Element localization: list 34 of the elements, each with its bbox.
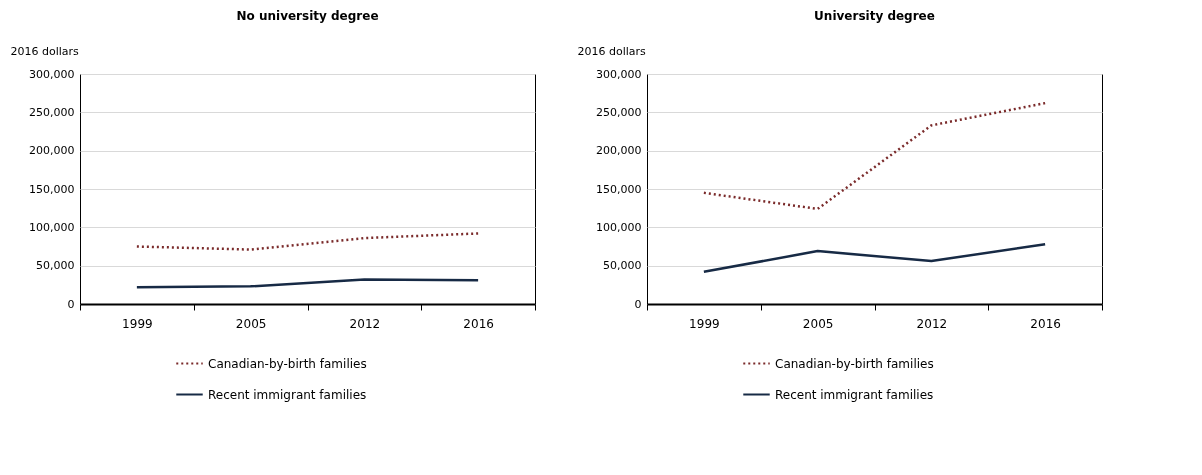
x-tick-label: 1999: [122, 316, 153, 331]
y-tick-label: 200,000: [596, 144, 642, 158]
y-tick-label: 100,000: [29, 220, 75, 234]
x-tick-label: 2016: [463, 316, 494, 331]
legend-label: Recent immigrant families: [775, 387, 934, 402]
chart-title: University degree: [814, 9, 935, 23]
y-tick-label: 50,000: [36, 259, 75, 273]
chart-title: No university degree: [236, 9, 379, 23]
line-series: [702, 101, 1047, 211]
y-tick-label: 200,000: [29, 144, 75, 158]
y-tick-label: 0: [634, 297, 642, 311]
y-axis-title: 2016 dollars: [10, 44, 80, 58]
legend-label: Canadian-by-birth families: [208, 356, 367, 371]
legend-label: Canadian-by-birth families: [775, 356, 934, 371]
y-tick-label: 250,000: [29, 105, 75, 119]
y-axis-title: 2016 dollars: [577, 44, 647, 58]
line-series: [702, 242, 1047, 274]
line-series: [135, 232, 480, 251]
y-tick-label: 300,000: [29, 67, 75, 81]
x-tick-label: 2016: [1030, 316, 1061, 331]
y-tick-label: 100,000: [596, 220, 642, 234]
y-tick-label: 150,000: [596, 182, 642, 196]
y-tick-label: 50,000: [603, 259, 642, 273]
x-tick-label: 2012: [916, 316, 948, 331]
y-tick-label: 300,000: [596, 67, 642, 81]
y-tick-label: 0: [67, 297, 75, 311]
y-tick-label: 250,000: [596, 105, 642, 119]
legend-label: Recent immigrant families: [208, 387, 367, 402]
x-tick-label: 2012: [349, 316, 381, 331]
x-tick-label: 1999: [689, 316, 720, 331]
y-tick-label: 150,000: [29, 182, 75, 196]
x-tick-label: 2005: [235, 316, 267, 331]
x-tick-label: 2005: [802, 316, 834, 331]
line-series: [135, 278, 480, 289]
